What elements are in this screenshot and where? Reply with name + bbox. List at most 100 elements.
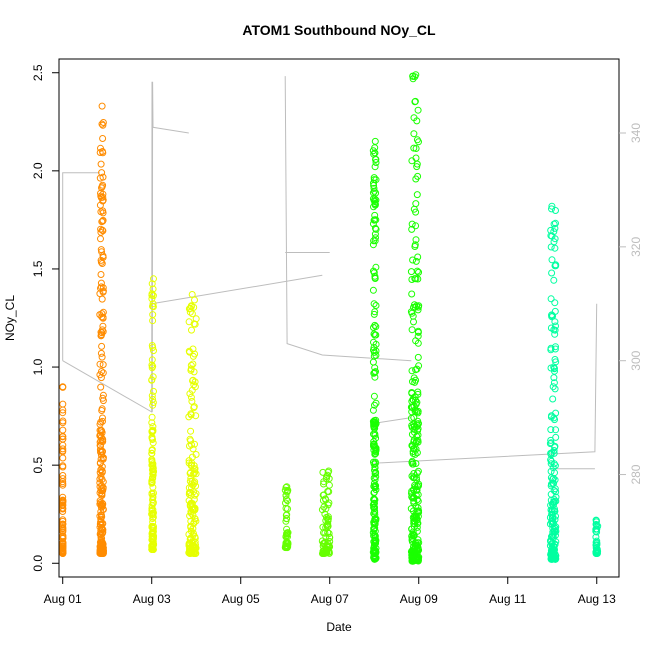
data-point bbox=[97, 284, 104, 292]
data-point bbox=[548, 202, 556, 210]
x-tick-label: Aug 13 bbox=[578, 592, 616, 606]
data-point bbox=[550, 523, 558, 531]
data-point bbox=[408, 493, 416, 501]
data-point bbox=[414, 545, 422, 552]
data-point bbox=[59, 548, 67, 556]
data-point bbox=[413, 469, 421, 477]
data-point bbox=[547, 456, 555, 464]
data-point bbox=[59, 504, 67, 512]
data-point bbox=[98, 447, 106, 455]
data-point bbox=[324, 487, 332, 495]
data-point bbox=[283, 515, 291, 522]
data-point bbox=[408, 459, 416, 466]
data-point bbox=[370, 338, 377, 346]
data-point bbox=[371, 401, 378, 409]
data-point bbox=[411, 241, 419, 249]
data-point bbox=[414, 327, 422, 335]
data-point bbox=[149, 526, 157, 534]
data-point bbox=[186, 488, 194, 496]
data-point bbox=[369, 501, 377, 509]
data-point bbox=[594, 522, 602, 530]
data-point bbox=[551, 469, 558, 477]
data-point bbox=[325, 548, 332, 556]
data-point bbox=[281, 486, 289, 494]
data-point bbox=[413, 191, 421, 199]
data-point bbox=[319, 468, 327, 476]
data-point bbox=[149, 311, 157, 319]
data-point bbox=[371, 499, 378, 507]
data-point bbox=[59, 454, 67, 462]
data-point bbox=[549, 464, 557, 472]
data-point bbox=[412, 460, 420, 467]
data-point bbox=[548, 269, 556, 277]
point-column bbox=[407, 71, 423, 565]
data-point bbox=[59, 544, 67, 552]
data-point bbox=[187, 366, 195, 374]
data-point bbox=[99, 361, 107, 369]
data-point bbox=[284, 543, 292, 551]
data-point bbox=[409, 256, 417, 264]
data-point bbox=[370, 150, 378, 158]
data-point bbox=[186, 435, 194, 443]
data-point bbox=[148, 342, 156, 349]
data-point bbox=[550, 460, 558, 468]
data-point bbox=[548, 311, 556, 319]
data-point bbox=[99, 308, 107, 316]
data-point bbox=[189, 360, 197, 368]
data-point bbox=[99, 284, 107, 292]
data-point bbox=[411, 481, 419, 489]
data-point bbox=[149, 399, 157, 406]
data-point bbox=[324, 501, 332, 509]
data-point bbox=[370, 344, 378, 351]
data-point bbox=[186, 390, 194, 398]
data-point bbox=[411, 98, 419, 106]
data-point bbox=[188, 397, 196, 405]
data-point bbox=[99, 173, 107, 181]
data-point bbox=[188, 484, 195, 492]
data-point bbox=[192, 451, 200, 458]
data-point bbox=[148, 479, 156, 487]
data-point bbox=[187, 410, 195, 418]
data-point bbox=[99, 121, 107, 129]
data-point bbox=[552, 433, 560, 441]
data-point bbox=[98, 475, 106, 483]
data-point bbox=[371, 237, 379, 245]
y2-tick-label: 340 bbox=[629, 123, 643, 143]
data-point bbox=[149, 373, 157, 381]
data-point bbox=[409, 75, 417, 83]
data-point bbox=[96, 459, 104, 467]
data-point bbox=[552, 262, 560, 270]
data-point bbox=[415, 480, 423, 488]
data-point bbox=[96, 290, 104, 298]
data-point bbox=[185, 530, 193, 538]
data-point bbox=[188, 480, 196, 488]
data-point bbox=[324, 529, 332, 537]
data-point bbox=[549, 475, 556, 483]
data-point bbox=[413, 267, 421, 275]
data-point bbox=[370, 300, 378, 308]
data-point bbox=[372, 159, 380, 166]
data-point bbox=[371, 458, 379, 466]
data-point bbox=[59, 432, 67, 440]
data-point bbox=[371, 364, 379, 372]
data-point bbox=[59, 445, 67, 453]
data-point bbox=[409, 396, 417, 404]
y-tick-label: 0.5 bbox=[31, 456, 45, 473]
data-point bbox=[148, 419, 156, 427]
data-point bbox=[409, 535, 417, 543]
data-point bbox=[59, 409, 67, 417]
data-point bbox=[324, 515, 332, 523]
data-point bbox=[190, 381, 198, 389]
data-point bbox=[547, 490, 555, 498]
data-point bbox=[413, 420, 421, 428]
y-axis-title: NOy_CL bbox=[3, 295, 17, 341]
data-point bbox=[148, 295, 156, 303]
data-point bbox=[408, 220, 416, 228]
data-point bbox=[325, 530, 333, 537]
data-point bbox=[547, 426, 555, 434]
data-point bbox=[98, 169, 106, 177]
data-point bbox=[190, 462, 198, 470]
data-point bbox=[547, 226, 555, 234]
data-point bbox=[551, 528, 559, 536]
